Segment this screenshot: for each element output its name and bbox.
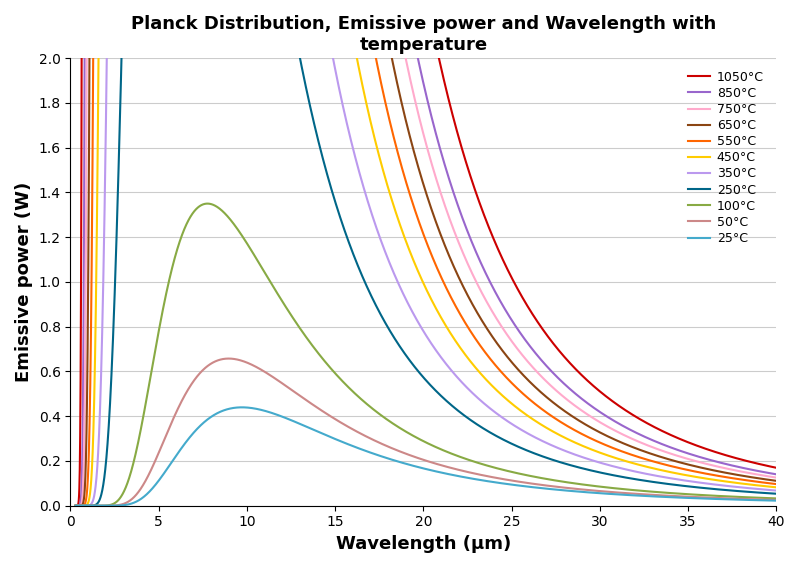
100°C bbox=[771, 495, 781, 502]
25°C bbox=[526, 483, 536, 490]
25°C bbox=[491, 479, 501, 486]
250°C bbox=[647, 478, 657, 485]
550°C bbox=[526, 398, 536, 404]
50°C bbox=[198, 366, 208, 373]
Y-axis label: Emissive power (W): Emissive power (W) bbox=[15, 182, 33, 382]
350°C bbox=[594, 459, 603, 466]
1050°C bbox=[771, 465, 781, 471]
50°C bbox=[594, 487, 603, 494]
100°C bbox=[526, 473, 536, 479]
25°C bbox=[198, 420, 208, 427]
Line: 750°C: 750°C bbox=[76, 0, 776, 506]
450°C bbox=[526, 415, 536, 421]
Line: 650°C: 650°C bbox=[76, 0, 776, 506]
1050°C bbox=[71, 502, 81, 509]
100°C bbox=[198, 201, 208, 208]
1050°C bbox=[647, 423, 657, 429]
350°C bbox=[771, 487, 781, 494]
450°C bbox=[647, 465, 657, 471]
Line: 450°C: 450°C bbox=[76, 0, 776, 506]
Line: 350°C: 350°C bbox=[76, 0, 776, 506]
350°C bbox=[491, 410, 501, 416]
50°C bbox=[224, 355, 234, 362]
100°C bbox=[594, 483, 603, 490]
850°C bbox=[594, 408, 603, 415]
550°C bbox=[647, 458, 657, 465]
550°C bbox=[594, 438, 603, 445]
850°C bbox=[491, 290, 501, 296]
100°C bbox=[491, 465, 501, 471]
550°C bbox=[491, 362, 501, 369]
Title: Planck Distribution, Emissive power and Wavelength with
temperature: Planck Distribution, Emissive power and … bbox=[130, 15, 716, 54]
250°C bbox=[526, 449, 536, 456]
550°C bbox=[771, 481, 781, 487]
250°C bbox=[71, 502, 81, 509]
650°C bbox=[71, 502, 81, 509]
Line: 100°C: 100°C bbox=[76, 203, 776, 506]
Legend: 1050°C, 850°C, 750°C, 650°C, 550°C, 450°C, 350°C, 250°C, 100°C, 50°C, 25°C: 1050°C, 850°C, 750°C, 650°C, 550°C, 450°… bbox=[682, 64, 770, 251]
25°C bbox=[237, 404, 246, 411]
1050°C bbox=[526, 309, 536, 316]
650°C bbox=[771, 478, 781, 485]
450°C bbox=[771, 484, 781, 491]
350°C bbox=[526, 432, 536, 439]
50°C bbox=[526, 480, 536, 487]
250°C bbox=[338, 224, 348, 231]
750°C bbox=[647, 444, 657, 450]
850°C bbox=[647, 436, 657, 443]
850°C bbox=[771, 471, 781, 478]
250°C bbox=[491, 432, 501, 439]
25°C bbox=[594, 490, 603, 496]
50°C bbox=[491, 474, 501, 481]
Line: 1050°C: 1050°C bbox=[76, 0, 776, 506]
350°C bbox=[647, 471, 657, 478]
Line: 25°C: 25°C bbox=[76, 407, 776, 506]
450°C bbox=[71, 502, 81, 509]
450°C bbox=[594, 449, 603, 456]
50°C bbox=[647, 491, 657, 498]
25°C bbox=[71, 502, 81, 509]
250°C bbox=[594, 469, 603, 475]
850°C bbox=[526, 345, 536, 352]
750°C bbox=[526, 362, 536, 369]
750°C bbox=[71, 502, 81, 509]
250°C bbox=[771, 490, 781, 497]
1050°C bbox=[491, 241, 501, 248]
25°C bbox=[647, 493, 657, 500]
650°C bbox=[491, 339, 501, 345]
650°C bbox=[647, 450, 657, 457]
50°C bbox=[771, 496, 781, 503]
Line: 250°C: 250°C bbox=[76, 0, 776, 506]
450°C bbox=[491, 386, 501, 393]
25°C bbox=[338, 439, 348, 446]
100°C bbox=[202, 200, 212, 207]
750°C bbox=[771, 474, 781, 481]
50°C bbox=[71, 502, 81, 509]
550°C bbox=[71, 502, 81, 509]
25°C bbox=[771, 497, 781, 504]
750°C bbox=[594, 418, 603, 425]
1050°C bbox=[594, 387, 603, 394]
X-axis label: Wavelength (μm): Wavelength (μm) bbox=[336, 535, 511, 553]
850°C bbox=[71, 502, 81, 509]
750°C bbox=[491, 314, 501, 321]
Line: 850°C: 850°C bbox=[76, 0, 776, 506]
Line: 50°C: 50°C bbox=[76, 358, 776, 506]
100°C bbox=[647, 488, 657, 495]
100°C bbox=[71, 502, 81, 509]
650°C bbox=[594, 428, 603, 435]
350°C bbox=[338, 105, 348, 112]
650°C bbox=[526, 380, 536, 387]
50°C bbox=[338, 421, 348, 428]
350°C bbox=[71, 502, 81, 509]
100°C bbox=[338, 379, 348, 386]
Line: 550°C: 550°C bbox=[76, 0, 776, 506]
